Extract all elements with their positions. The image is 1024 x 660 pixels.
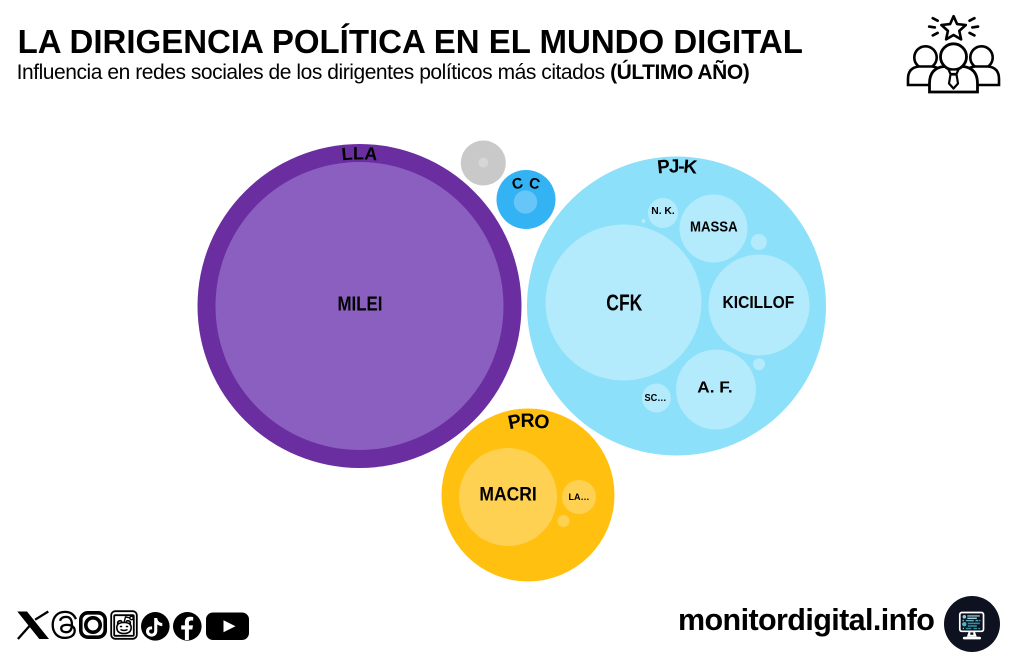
svg-text:MACRI: MACRI [479,484,536,506]
svg-text:PRO: PRO [506,410,551,435]
svg-text:MASSA: MASSA [690,220,738,236]
svg-text:KICILLOF: KICILLOF [723,292,795,312]
svg-text:PJ-K: PJ-K [656,156,698,178]
svg-text:C C: C C [510,174,542,193]
svg-text:A. F.: A. F. [697,380,732,397]
svg-text:SC…: SC… [645,392,667,404]
svg-text:LLA: LLA [341,143,378,164]
svg-text:LA…: LA… [569,492,590,503]
svg-text:MILEI: MILEI [338,294,383,316]
svg-text:CFK: CFK [606,290,642,316]
svg-text:N. K.: N. K. [651,205,675,217]
